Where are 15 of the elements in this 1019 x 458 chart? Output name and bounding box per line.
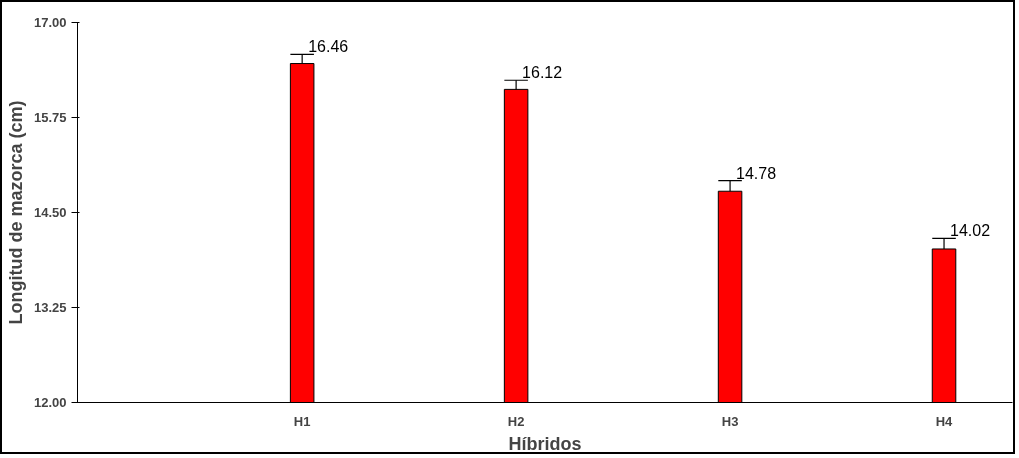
y-tick-label: 12.00 xyxy=(33,395,67,410)
y-tick-label: 17.00 xyxy=(33,15,67,30)
data-label: 16.12 xyxy=(522,64,563,82)
y-tick-label: 13.25 xyxy=(33,300,67,315)
x-tick-label: H3 xyxy=(721,413,739,429)
x-tick-label: H1 xyxy=(293,413,311,429)
data-label: 14.02 xyxy=(950,222,991,240)
data-label: 14.78 xyxy=(736,164,777,182)
y-tick-label: 15.75 xyxy=(33,110,67,125)
x-tick-label: H4 xyxy=(935,413,954,429)
y-tick-label: 14.50 xyxy=(33,205,67,220)
y-axis-title: Longitud de mazorca (cm) xyxy=(5,100,26,325)
x-axis-title: Híbridos xyxy=(508,433,582,454)
data-label: 16.46 xyxy=(308,38,349,56)
x-tick-label: H2 xyxy=(507,413,525,429)
